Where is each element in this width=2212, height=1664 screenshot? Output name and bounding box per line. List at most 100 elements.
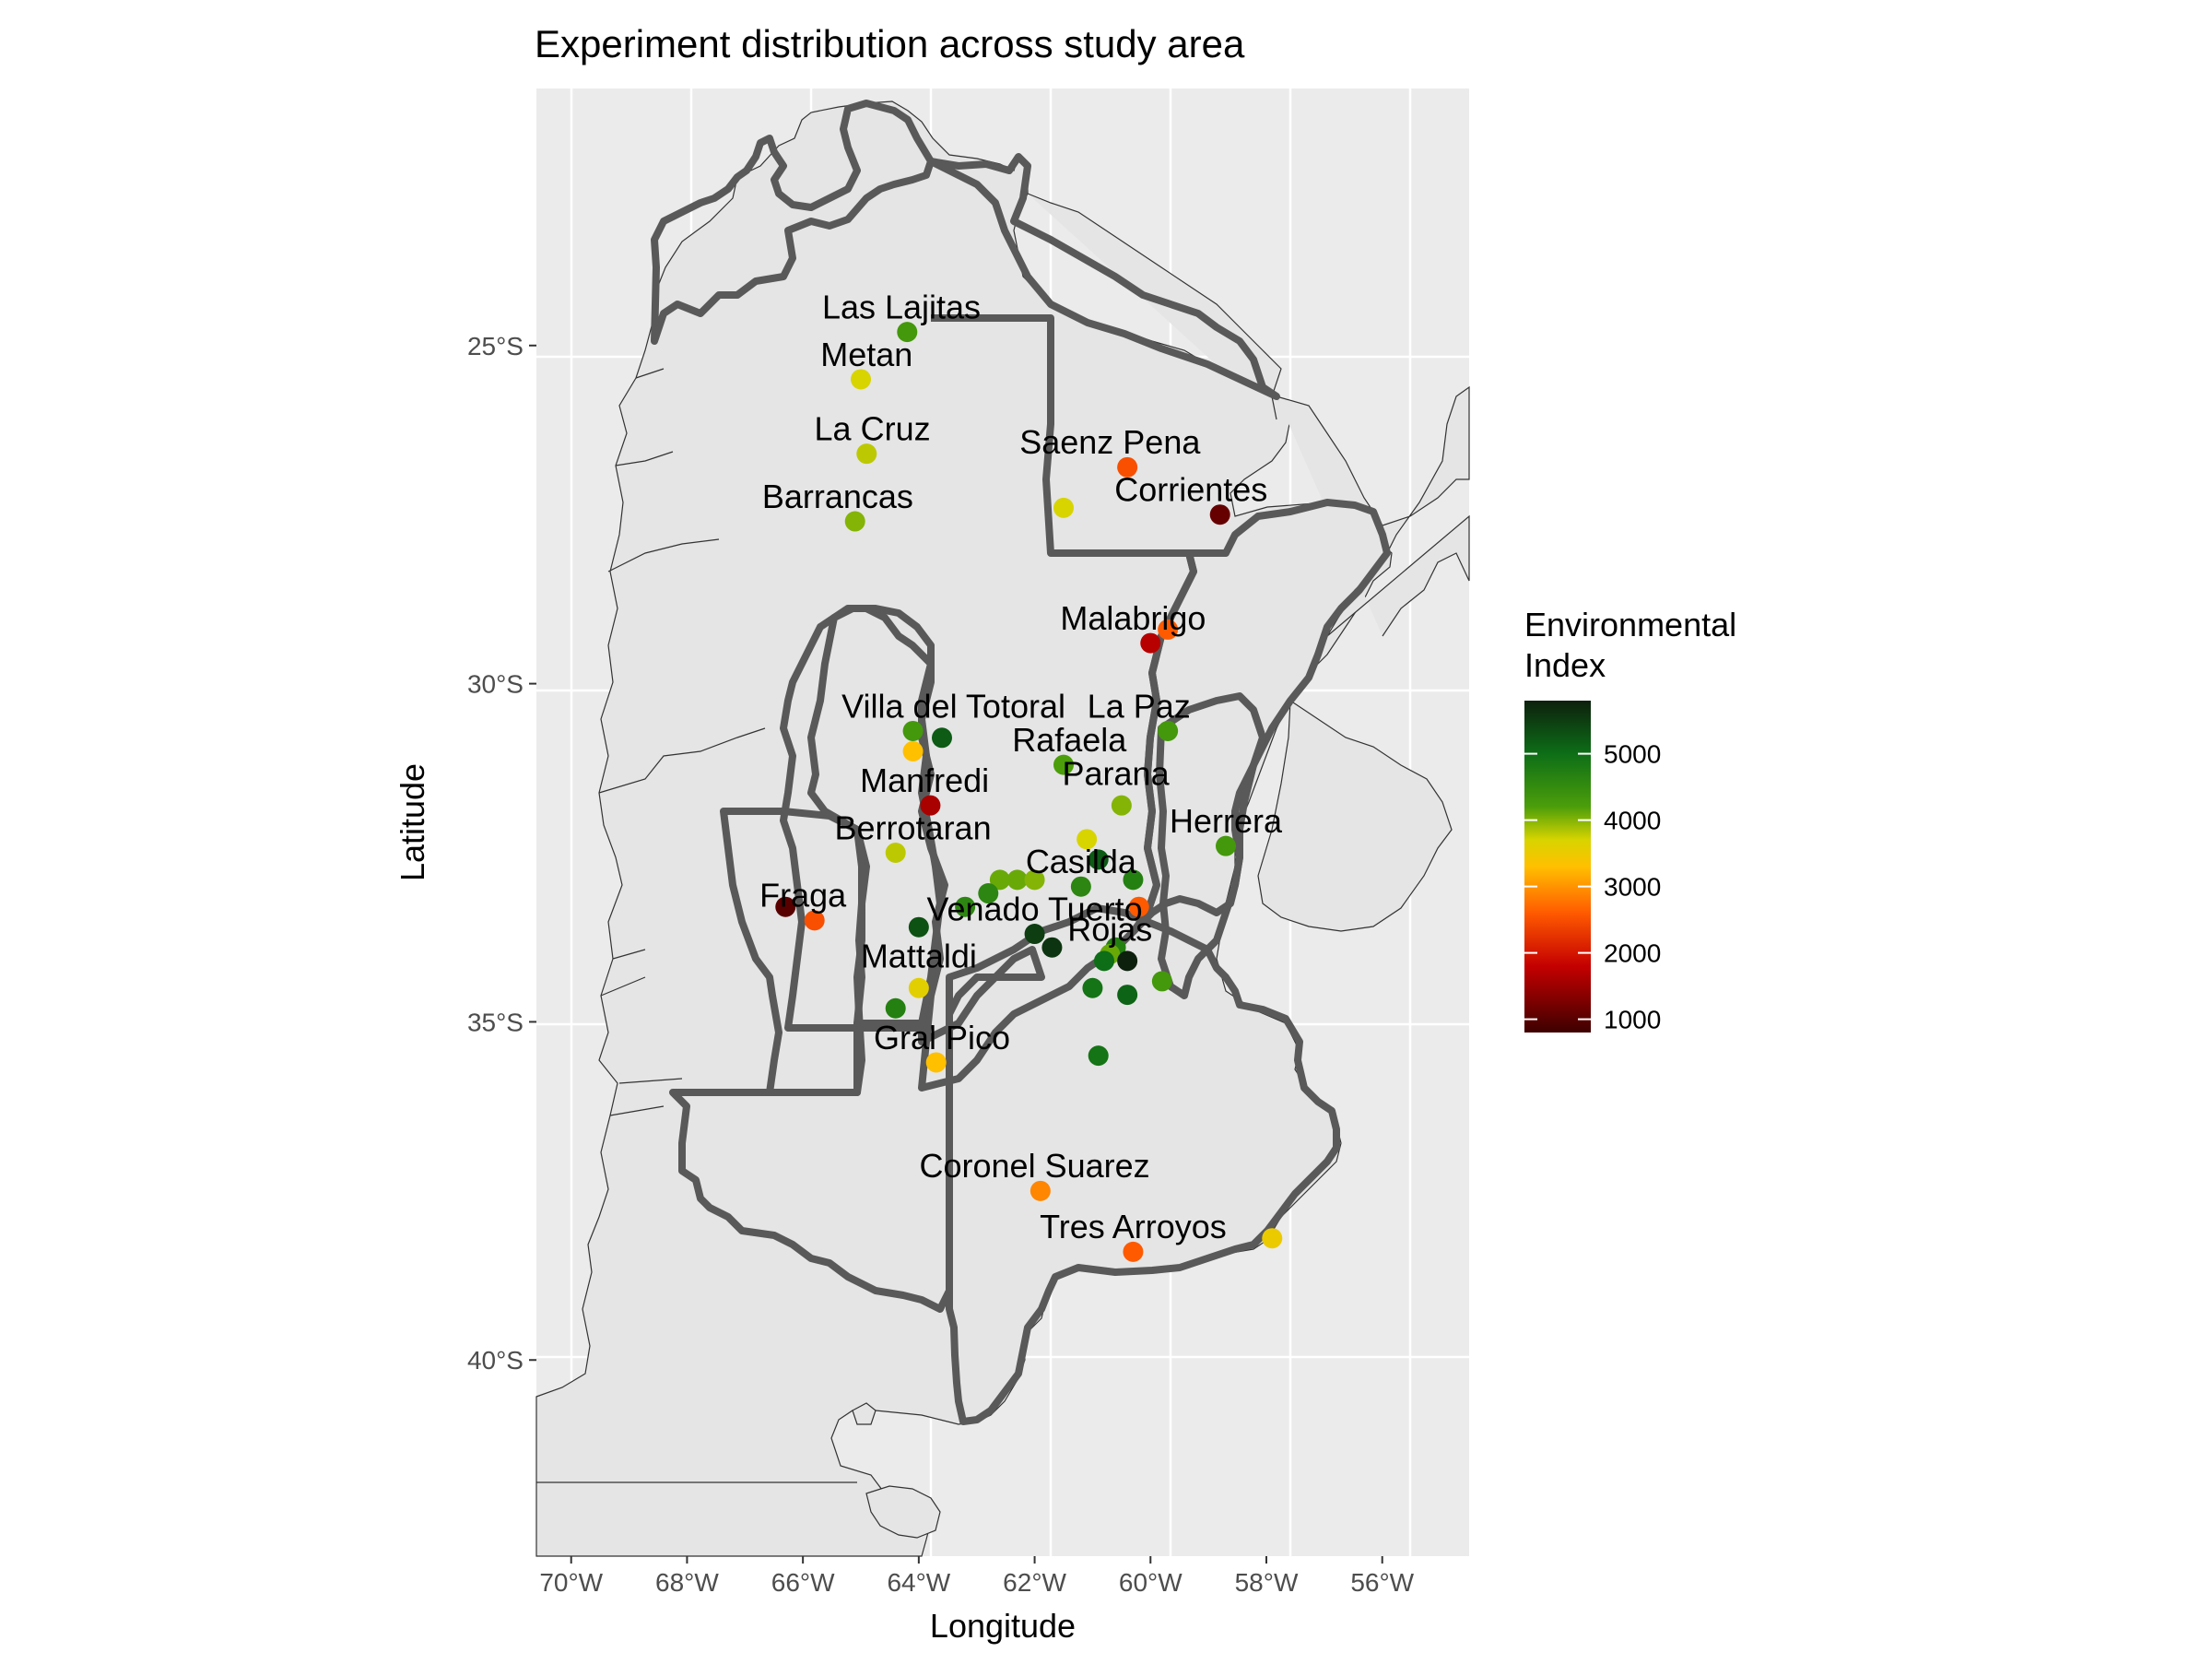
site-point [920, 795, 941, 816]
site-point [856, 443, 877, 465]
site-label: Saenz Pena [1019, 423, 1201, 461]
site-point [1024, 924, 1045, 945]
site-label: Gral Pico [874, 1019, 1010, 1056]
site-point [1216, 835, 1236, 856]
site-label: Herrera [1170, 802, 1283, 840]
site-point [932, 727, 952, 749]
x-tick-label: 56°W [1350, 1568, 1414, 1597]
x-tick-label: 64°W [887, 1568, 950, 1597]
x-tick-label: 60°W [1119, 1568, 1182, 1597]
site-point [1117, 456, 1138, 478]
site-point [804, 910, 825, 931]
falkland-islands [865, 1485, 941, 1539]
site-labels: Las Lajitas Metan La Cruz Barrancas Saenz Pe… [759, 288, 1283, 1245]
site-point [844, 511, 865, 532]
chart-title: Experiment distribution across study are… [535, 22, 1245, 65]
site-point [885, 997, 906, 1019]
legend-title-line-1: Environmental [1524, 606, 1736, 643]
site-point [1006, 869, 1028, 891]
site-point [1123, 869, 1144, 891]
plot-panel: Las Lajitas Metan La Cruz Barrancas Saenz Pe… [535, 89, 1470, 1557]
site-point [1262, 1228, 1283, 1249]
site-points [775, 322, 1283, 1262]
site-label: Manfredi [860, 761, 989, 799]
site-point [1117, 950, 1138, 972]
region-cordoba [807, 605, 944, 1027]
x-tick-label: 70°W [539, 1568, 603, 1597]
site-label: La Paz [1088, 687, 1191, 725]
site-label: Tres Arroyos [1040, 1208, 1227, 1245]
province-lines-west [598, 368, 766, 1116]
site-point [1088, 1045, 1109, 1067]
site-point [1077, 829, 1098, 850]
x-tick-label: 66°W [771, 1568, 835, 1597]
x-axis-ticks: 70°W 68°W 66°W 64°W 62°W 60°W 58°W 56°W [539, 1556, 1415, 1597]
uruguay-outline [1257, 699, 1453, 932]
site-label: La Cruz [815, 409, 931, 447]
site-label: Malabrigo [1060, 599, 1206, 637]
site-label: Venado Tuerto [926, 890, 1142, 927]
site-point [1128, 896, 1149, 917]
site-point [908, 916, 929, 938]
x-axis-title: Longitude [930, 1607, 1076, 1645]
y-axis-ticks: 25°S 30°S 35°S 40°S [467, 332, 536, 1375]
x-tick-label: 68°W [655, 1568, 719, 1597]
region-outlines [651, 100, 1391, 1425]
site-point [1111, 795, 1132, 816]
legend-tick-label: 1000 [1604, 1006, 1661, 1034]
y-tick-label: 25°S [467, 332, 524, 360]
region-buenos-aires [946, 904, 1340, 1425]
y-tick-label: 30°S [467, 670, 524, 699]
site-label: Rojas [1067, 910, 1152, 948]
region-nea-mesopotamia [1130, 499, 1391, 935]
site-point [955, 896, 976, 917]
site-point [1088, 849, 1109, 870]
site-point [1158, 720, 1179, 741]
x-tick-label: 58°W [1235, 1568, 1299, 1597]
legend-tick-label: 4000 [1604, 807, 1661, 835]
site-point [989, 869, 1010, 891]
site-point [1140, 632, 1161, 654]
site-point [908, 977, 929, 998]
site-point [1117, 985, 1138, 1006]
site-point [885, 843, 906, 864]
site-point [1094, 950, 1114, 972]
region-noa [651, 100, 935, 345]
site-point [897, 322, 918, 343]
legend-title-line-2: Index [1524, 646, 1606, 684]
site-point [1053, 497, 1074, 518]
site-label: Parana [1063, 755, 1171, 793]
legend-tick-label: 5000 [1604, 740, 1661, 769]
y-axis-title: Latitude [394, 763, 431, 881]
site-point [1070, 876, 1091, 897]
site-label: Rafaela [1012, 721, 1127, 759]
region-nea-chaco [927, 153, 1280, 400]
site-point [1024, 869, 1045, 891]
site-label: Mattaldi [861, 938, 977, 975]
site-point [775, 896, 796, 917]
legend-color-bar [1524, 701, 1591, 1033]
site-point [978, 883, 999, 904]
site-point [851, 369, 871, 390]
country-outlines [535, 100, 1470, 1557]
site-label: Berrotaran [835, 808, 992, 846]
site-point [1082, 977, 1103, 998]
site-point [1158, 619, 1179, 640]
site-point [1123, 1241, 1144, 1262]
site-point [1151, 971, 1172, 992]
site-point [1053, 754, 1074, 775]
southern-island [852, 1402, 877, 1425]
legend-tick-label: 3000 [1604, 873, 1661, 902]
site-label: Barrancas [762, 478, 913, 515]
site-label: Fraga [759, 877, 847, 915]
region-entre-rios [1156, 692, 1266, 999]
site-point [902, 720, 924, 741]
site-label: Las Lajitas [822, 288, 981, 325]
site-label: Casilda [1026, 843, 1137, 880]
site-point [925, 1052, 947, 1073]
site-label: Villa del Totoral [841, 687, 1065, 725]
region-la-pampa [669, 946, 1045, 1313]
site-point [1030, 1180, 1051, 1201]
